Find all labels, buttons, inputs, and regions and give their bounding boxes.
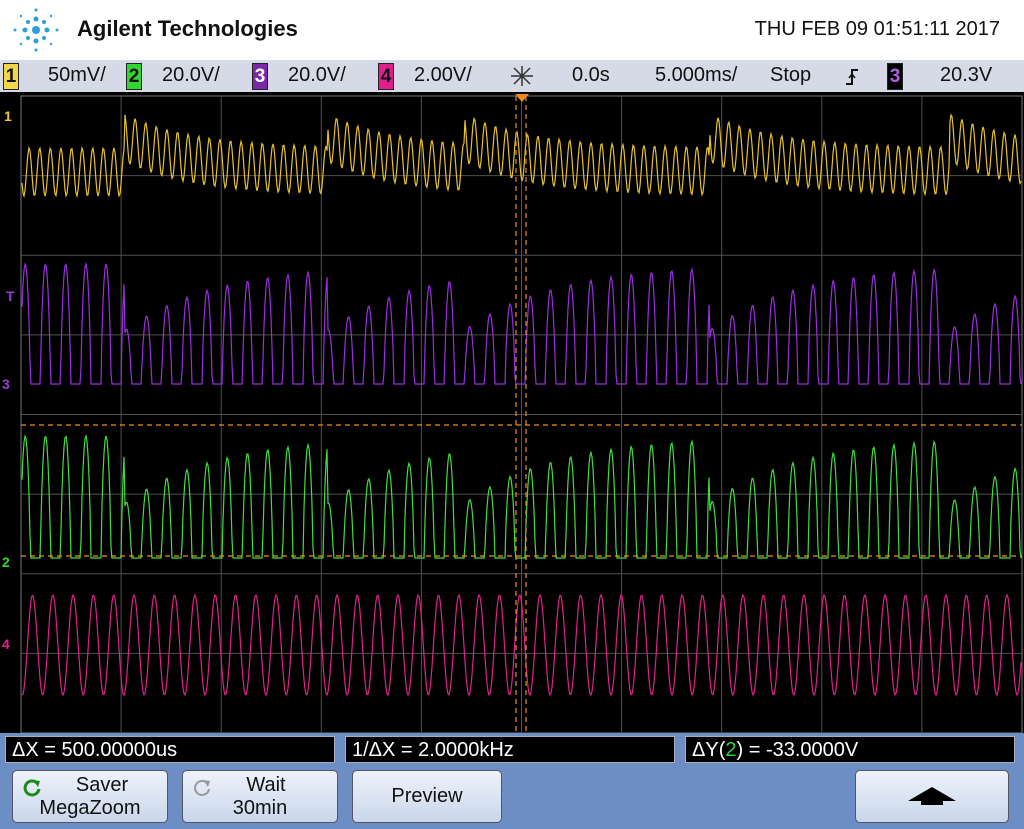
waveform xyxy=(21,593,1022,697)
inverse-delta-x: 1/ΔX = 2.0000kHz xyxy=(345,736,675,763)
channel-number[interactable]: 2 xyxy=(126,63,142,90)
channel-scale[interactable]: 50mV/ xyxy=(48,64,106,86)
key-line: MegaZoom xyxy=(39,797,141,819)
up-key[interactable] xyxy=(855,770,1009,823)
ch3-marker: 3 xyxy=(2,376,10,392)
ch2-marker: 2 xyxy=(2,554,10,570)
ch4-marker: 4 xyxy=(2,636,10,652)
wait-key[interactable]: Wait 30min xyxy=(182,770,338,823)
trigger-marker: T xyxy=(6,288,15,304)
status-bar: 1 50mV/ 2 20.0V/ 3 20.0V/ 4 2.00V/ 0.0s … xyxy=(0,60,1024,92)
channel-scale[interactable]: 20.0V/ xyxy=(162,64,220,86)
delta-x: ΔX = 500.00000us xyxy=(5,736,335,763)
key-line: Wait xyxy=(246,774,286,796)
ch1-marker: 1 xyxy=(4,108,12,124)
graticule xyxy=(0,92,1024,733)
delta-y-prefix: ΔY( xyxy=(692,739,726,761)
trigger-source[interactable]: 3 xyxy=(887,63,903,90)
refresh-icon xyxy=(194,780,210,796)
timebase[interactable]: 5.000ms/ xyxy=(655,64,738,86)
key-line: 30min xyxy=(232,797,288,819)
delta-y-channel: 2 xyxy=(725,739,737,761)
waveform xyxy=(21,261,1022,385)
brand: Agilent Technologies xyxy=(77,16,298,41)
edge-icon xyxy=(846,69,858,85)
up-arrow xyxy=(908,787,956,805)
delta-y-value: ) = -33.0000V xyxy=(736,739,859,761)
channel-number[interactable]: 4 xyxy=(378,63,394,90)
run-state[interactable]: Stop xyxy=(770,64,812,86)
bottom-panel: ΔX = 500.00000us 1/ΔX = 2.0000kHz ΔY(2) … xyxy=(0,733,1024,829)
channel-scale[interactable]: 2.00V/ xyxy=(414,64,472,86)
delay[interactable]: 0.0s xyxy=(572,64,610,86)
key-line: Saver xyxy=(75,774,129,796)
refresh-icon xyxy=(23,779,41,797)
channel-scale[interactable]: 20.0V/ xyxy=(288,64,346,86)
preview-key[interactable]: Preview xyxy=(352,770,502,823)
trigger-level[interactable]: 20.3V xyxy=(940,64,993,86)
saver-key[interactable]: Saver MegaZoom xyxy=(12,770,168,823)
header: Agilent Technologies THU FEB 09 01:51:11… xyxy=(0,0,1024,60)
channel-number[interactable]: 3 xyxy=(252,63,268,90)
delta-y: ΔY(2) = -33.0000V xyxy=(685,736,1015,763)
waveform xyxy=(21,433,1022,559)
waveform xyxy=(21,113,1022,199)
trigger-position xyxy=(515,94,529,102)
channel-number[interactable]: 1 xyxy=(3,63,19,90)
logo xyxy=(13,8,59,52)
datetime: THU FEB 09 01:51:11 2017 xyxy=(754,18,1000,40)
trigger-icon xyxy=(511,66,533,86)
